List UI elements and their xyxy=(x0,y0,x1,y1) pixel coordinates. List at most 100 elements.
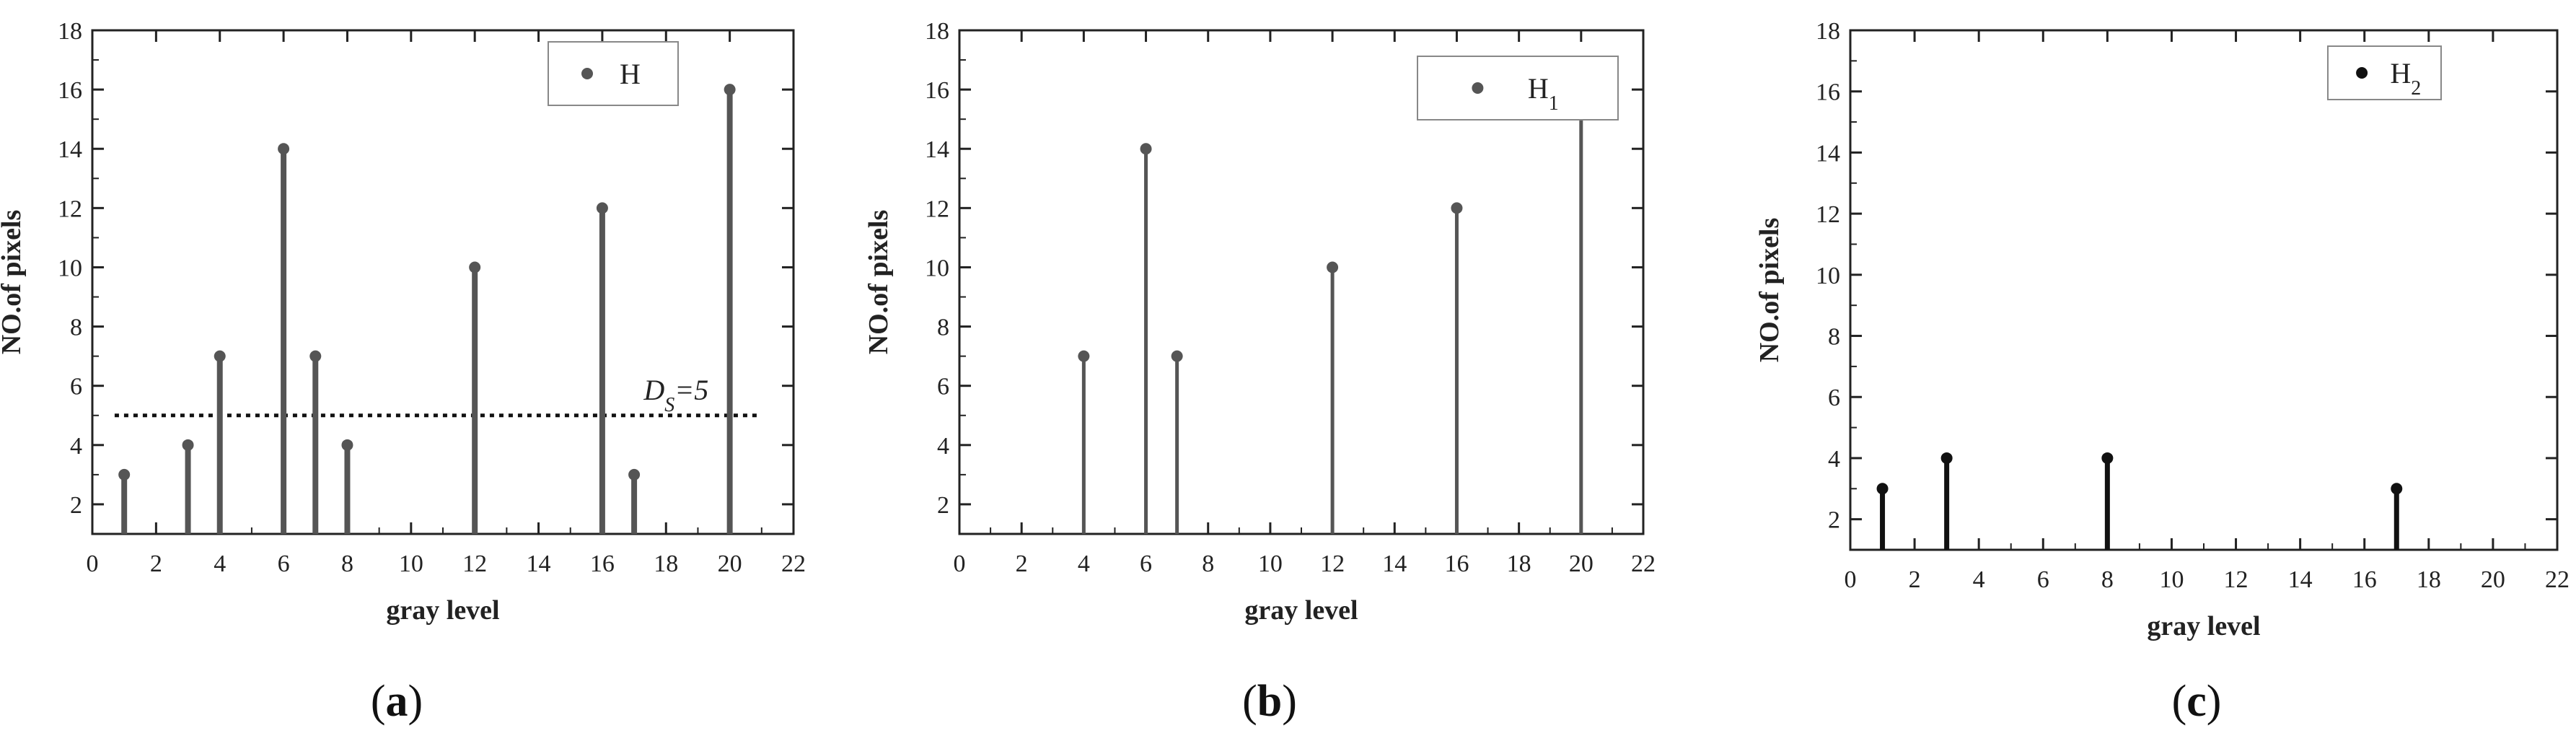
y-tick-label: 10 xyxy=(58,255,82,281)
panel-label: (b) xyxy=(1242,677,1297,726)
x-tick-label: 20 xyxy=(1569,551,1593,577)
stem-marker xyxy=(1327,261,1339,273)
stem-marker xyxy=(341,439,353,451)
x-tick-label: 2 xyxy=(1016,551,1028,577)
x-tick-label: 4 xyxy=(214,551,226,577)
stem-marker xyxy=(1078,350,1090,362)
x-tick-label: 16 xyxy=(2352,566,2377,593)
x-tick-label: 14 xyxy=(527,551,551,577)
x-tick-label: 16 xyxy=(590,551,615,577)
y-tick-label: 2 xyxy=(937,492,949,519)
x-tick-label: 8 xyxy=(1202,551,1214,577)
legend-marker xyxy=(581,68,593,79)
x-axis-label: gray level xyxy=(386,595,499,626)
stem-marker xyxy=(1171,350,1183,362)
y-tick-label: 18 xyxy=(1816,18,1840,45)
panel-label: (c) xyxy=(2172,677,2222,726)
x-tick-label: 12 xyxy=(1320,551,1345,577)
legend-label: H xyxy=(620,58,641,90)
stem-marker xyxy=(469,261,481,273)
y-tick-label: 18 xyxy=(58,18,82,45)
y-tick-label: 16 xyxy=(1816,79,1840,106)
x-tick-label: 6 xyxy=(278,551,290,577)
x-tick-label: 14 xyxy=(2288,566,2313,593)
y-axis-label: NO.of pixels xyxy=(1754,218,1785,363)
y-tick-label: 6 xyxy=(1828,385,1840,411)
y-tick-label: 8 xyxy=(937,315,949,341)
x-tick-label: 18 xyxy=(1507,551,1531,577)
x-tick-label: 6 xyxy=(2037,566,2049,593)
legend-label: H1 xyxy=(1528,72,1559,115)
x-tick-label: 12 xyxy=(462,551,487,577)
y-axis-label: NO.of pixels xyxy=(0,210,27,355)
x-axis-label: gray level xyxy=(1244,595,1358,626)
y-tick-label: 18 xyxy=(925,18,949,45)
legend-box xyxy=(548,41,679,106)
y-tick-label: 12 xyxy=(58,196,82,222)
y-tick-label: 2 xyxy=(1828,507,1840,534)
x-tick-label: 22 xyxy=(781,551,806,577)
y-tick-label: 14 xyxy=(1816,140,1840,167)
stem-marker xyxy=(118,468,131,481)
y-tick-label: 6 xyxy=(937,374,949,400)
y-tick-label: 4 xyxy=(70,433,82,460)
y-tick-label: 10 xyxy=(1816,263,1840,289)
x-tick-label: 2 xyxy=(1909,566,1921,593)
stem-marker xyxy=(596,202,608,214)
x-tick-label: 0 xyxy=(1845,566,1857,593)
x-tick-label: 18 xyxy=(654,551,678,577)
x-tick-label: 14 xyxy=(1382,551,1407,577)
x-tick-label: 20 xyxy=(2481,566,2505,593)
panel-label: (a) xyxy=(371,677,423,726)
x-tick-label: 22 xyxy=(2545,566,2570,593)
y-tick-label: 6 xyxy=(70,374,82,400)
x-tick-label: 10 xyxy=(399,551,423,577)
stem-marker xyxy=(724,84,736,96)
stem-marker xyxy=(628,468,641,481)
y-tick-label: 8 xyxy=(1828,324,1840,351)
stem-marker xyxy=(1140,143,1152,155)
x-tick-label: 20 xyxy=(718,551,742,577)
x-tick-label: 10 xyxy=(2159,566,2184,593)
x-tick-label: 0 xyxy=(954,551,966,577)
stem-marker xyxy=(182,439,194,451)
y-tick-label: 16 xyxy=(925,77,949,104)
x-tick-label: 8 xyxy=(2101,566,2114,593)
y-tick-label: 16 xyxy=(58,77,82,104)
x-axis-label: gray level xyxy=(2147,611,2260,641)
y-tick-label: 12 xyxy=(925,196,949,222)
legend-label: H2 xyxy=(2390,57,2421,100)
stem-marker xyxy=(2391,483,2403,495)
stem-marker xyxy=(1451,202,1463,214)
y-tick-label: 14 xyxy=(925,136,949,163)
y-tick-label: 2 xyxy=(70,492,82,519)
x-tick-label: 18 xyxy=(2417,566,2441,593)
x-tick-label: 4 xyxy=(1078,551,1090,577)
x-tick-label: 6 xyxy=(1140,551,1152,577)
plot-frame xyxy=(91,29,795,535)
legend-marker xyxy=(2356,67,2368,79)
threshold-label: DS=5 xyxy=(643,374,708,416)
y-tick-label: 14 xyxy=(58,136,82,163)
stem-marker xyxy=(1940,452,1953,464)
x-tick-label: 22 xyxy=(1631,551,1656,577)
y-tick-label: 10 xyxy=(925,255,949,281)
x-tick-label: 10 xyxy=(1258,551,1283,577)
y-tick-label: 4 xyxy=(937,433,949,460)
stem-marker xyxy=(309,350,322,362)
y-axis-label: NO.of pixels xyxy=(863,210,894,355)
y-tick-label: 8 xyxy=(70,315,82,341)
x-tick-label: 4 xyxy=(1973,566,1985,593)
plot-frame xyxy=(1849,29,2559,551)
legend-box xyxy=(1417,56,1619,120)
x-tick-label: 2 xyxy=(150,551,162,577)
stem-marker xyxy=(278,143,290,155)
x-tick-label: 16 xyxy=(1444,551,1469,577)
x-tick-label: 0 xyxy=(87,551,99,577)
stem-marker xyxy=(2101,452,2114,464)
y-tick-label: 4 xyxy=(1828,446,1840,473)
